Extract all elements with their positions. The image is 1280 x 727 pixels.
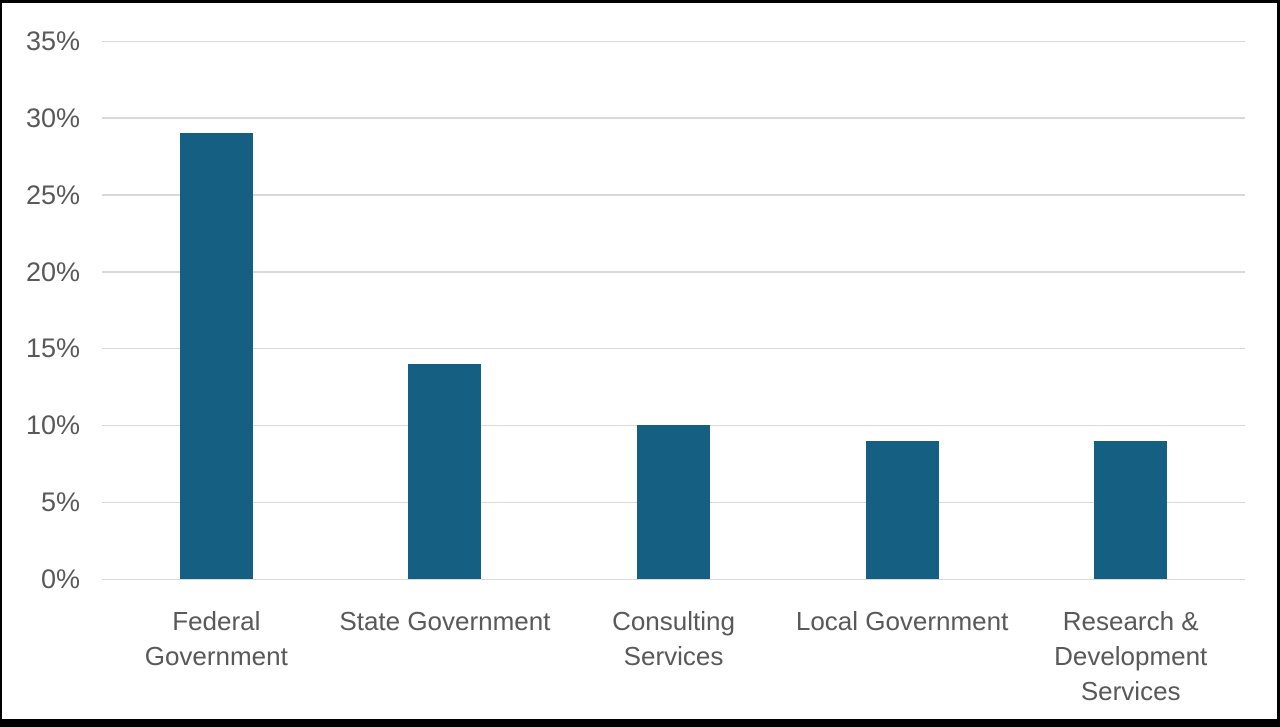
x-axis-category-label: State Government (339, 606, 551, 636)
bar-research-development-services (1094, 440, 1168, 579)
bar-local-government (865, 440, 939, 579)
bar-state-government (408, 363, 482, 579)
gridline (102, 271, 1245, 273)
y-axis-tick-label: 25% (25, 179, 80, 210)
gridline (102, 194, 1245, 196)
y-axis-tick-label: 0% (40, 564, 80, 594)
y-axis-tick-label: 30% (25, 102, 80, 133)
gridline (102, 578, 1245, 580)
y-axis-tick-label: 10% (25, 410, 80, 441)
x-axis-category-label: Research & Development Services (1054, 606, 1208, 706)
y-axis-tick-label: 5% (40, 487, 80, 518)
gridline (102, 117, 1245, 119)
y-axis-tick-label: 15% (25, 333, 80, 364)
gridline (102, 40, 1245, 42)
x-axis-category-label: Consulting Services (612, 606, 735, 671)
gridline (102, 347, 1245, 350)
x-axis-category-label: Local Government (795, 606, 1009, 636)
plot-area: 0% 5% 10% 15% 20% 25% 30% 35% Federal Government… (2, 3, 1277, 719)
y-axis-tick-label: 20% (25, 256, 80, 287)
y-axis-tick-label: 35% (25, 26, 80, 56)
bar-federal-government (179, 133, 253, 579)
bar-consulting-services (637, 425, 710, 579)
x-axis-category-label: Federal Government (144, 606, 288, 671)
